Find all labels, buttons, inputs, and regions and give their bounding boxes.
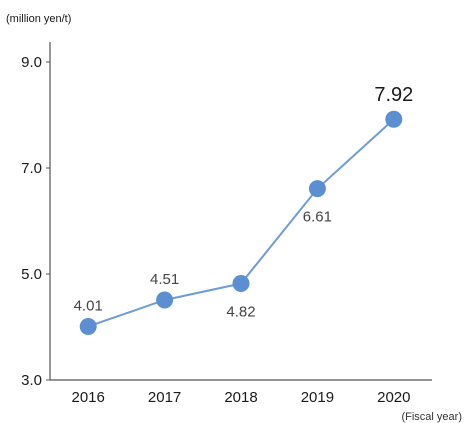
data-labels: 4.01 4.51 4.82 6.61 7.92 [74,84,414,320]
x-tick-label: 2017 [148,389,181,406]
data-point [79,317,97,335]
x-tick-label: 2018 [224,389,257,406]
data-label: 4.82 [226,304,255,321]
x-tick-label: 2019 [301,389,334,406]
y-tick-label: 5.0 [21,266,42,283]
y-tick-label: 3.0 [21,372,42,389]
series-line [87,118,395,328]
data-label: 6.61 [303,209,332,226]
axes [49,42,432,381]
x-axis-label: (Fiscal year) [401,411,462,423]
series-group [79,110,403,335]
x-tick-label: 2020 [377,389,410,406]
x-tick-label: 2016 [72,389,105,406]
y-axis-ticks: 3.0 5.0 7.0 9.0 [21,54,50,389]
x-axis-ticks: 2016 2017 2018 2019 2020 [72,389,411,406]
y-axis-label: (million yen/t) [6,13,71,25]
data-point [232,275,250,293]
data-point [385,110,403,128]
data-point [156,291,174,309]
data-label: 7.92 [374,84,413,106]
data-label: 4.01 [74,297,103,314]
y-tick-label: 9.0 [21,54,42,71]
data-point [308,180,326,198]
y-tick-label: 7.0 [21,160,42,177]
data-label: 4.51 [150,271,179,288]
